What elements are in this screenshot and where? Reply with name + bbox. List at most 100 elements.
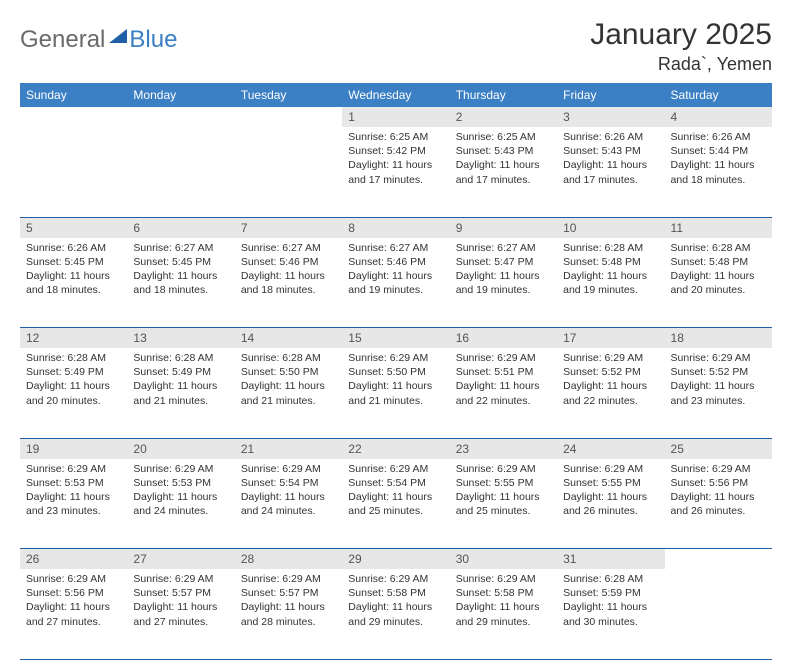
day-number-cell: 8: [342, 217, 449, 238]
daylight-text: Daylight: 11 hours and 17 minutes.: [348, 158, 443, 186]
day-number-cell: 5: [20, 217, 127, 238]
sunset-text: Sunset: 5:46 PM: [241, 255, 336, 269]
sunset-text: Sunset: 5:54 PM: [348, 476, 443, 490]
sunset-text: Sunset: 5:59 PM: [563, 586, 658, 600]
daylight-text: Daylight: 11 hours and 21 minutes.: [348, 379, 443, 407]
day-number-cell: 17: [557, 328, 664, 349]
day-detail-cell: Sunrise: 6:28 AMSunset: 5:49 PMDaylight:…: [127, 348, 234, 438]
day-number-cell: 31: [557, 549, 664, 570]
sunset-text: Sunset: 5:58 PM: [348, 586, 443, 600]
daynum-row: 1234: [20, 107, 772, 127]
sunrise-text: Sunrise: 6:29 AM: [456, 462, 551, 476]
sunrise-text: Sunrise: 6:29 AM: [348, 351, 443, 365]
day-detail-cell: Sunrise: 6:29 AMSunset: 5:54 PMDaylight:…: [235, 459, 342, 549]
sunset-text: Sunset: 5:56 PM: [26, 586, 121, 600]
day-detail-cell: Sunrise: 6:26 AMSunset: 5:45 PMDaylight:…: [20, 238, 127, 328]
daynum-row: 567891011: [20, 217, 772, 238]
day-detail-cell: Sunrise: 6:28 AMSunset: 5:50 PMDaylight:…: [235, 348, 342, 438]
day-number-cell: [127, 107, 234, 127]
day-number-cell: 1: [342, 107, 449, 127]
day-detail-cell: Sunrise: 6:29 AMSunset: 5:55 PMDaylight:…: [450, 459, 557, 549]
weekday-header-row: SundayMondayTuesdayWednesdayThursdayFrid…: [20, 83, 772, 107]
day-number-cell: [665, 549, 772, 570]
weekday-header: Saturday: [665, 83, 772, 107]
day-detail-cell: Sunrise: 6:27 AMSunset: 5:46 PMDaylight:…: [342, 238, 449, 328]
logo-text-general: General: [20, 26, 105, 54]
sunrise-text: Sunrise: 6:28 AM: [241, 351, 336, 365]
sunset-text: Sunset: 5:54 PM: [241, 476, 336, 490]
day-detail-cell: Sunrise: 6:27 AMSunset: 5:47 PMDaylight:…: [450, 238, 557, 328]
daylight-text: Daylight: 11 hours and 17 minutes.: [563, 158, 658, 186]
calendar-page: General Blue January 2025 Rada`, Yemen S…: [0, 0, 792, 670]
daylight-text: Daylight: 11 hours and 28 minutes.: [241, 600, 336, 628]
sunset-text: Sunset: 5:44 PM: [671, 144, 766, 158]
header: General Blue January 2025 Rada`, Yemen: [20, 18, 772, 75]
daylight-text: Daylight: 11 hours and 18 minutes.: [133, 269, 228, 297]
day-number-cell: 25: [665, 438, 772, 459]
sunrise-text: Sunrise: 6:28 AM: [671, 241, 766, 255]
daylight-text: Daylight: 11 hours and 20 minutes.: [671, 269, 766, 297]
day-detail-cell: Sunrise: 6:29 AMSunset: 5:51 PMDaylight:…: [450, 348, 557, 438]
day-detail-cell: Sunrise: 6:29 AMSunset: 5:56 PMDaylight:…: [20, 569, 127, 659]
day-detail-cell: Sunrise: 6:29 AMSunset: 5:56 PMDaylight:…: [665, 459, 772, 549]
sunrise-text: Sunrise: 6:29 AM: [133, 572, 228, 586]
weekday-header: Sunday: [20, 83, 127, 107]
sunset-text: Sunset: 5:56 PM: [671, 476, 766, 490]
day-detail-cell: Sunrise: 6:29 AMSunset: 5:54 PMDaylight:…: [342, 459, 449, 549]
day-detail-cell: Sunrise: 6:29 AMSunset: 5:53 PMDaylight:…: [127, 459, 234, 549]
day-detail-cell: Sunrise: 6:29 AMSunset: 5:55 PMDaylight:…: [557, 459, 664, 549]
sunset-text: Sunset: 5:57 PM: [133, 586, 228, 600]
day-detail-cell: Sunrise: 6:27 AMSunset: 5:46 PMDaylight:…: [235, 238, 342, 328]
daylight-text: Daylight: 11 hours and 23 minutes.: [671, 379, 766, 407]
sunset-text: Sunset: 5:42 PM: [348, 144, 443, 158]
daylight-text: Daylight: 11 hours and 18 minutes.: [241, 269, 336, 297]
day-number-cell: 3: [557, 107, 664, 127]
weekday-header: Monday: [127, 83, 234, 107]
day-number-cell: [235, 107, 342, 127]
daynum-row: 12131415161718: [20, 328, 772, 349]
day-number-cell: 21: [235, 438, 342, 459]
day-detail-cell: Sunrise: 6:25 AMSunset: 5:43 PMDaylight:…: [450, 127, 557, 217]
day-detail-cell: Sunrise: 6:29 AMSunset: 5:50 PMDaylight:…: [342, 348, 449, 438]
daylight-text: Daylight: 11 hours and 18 minutes.: [26, 269, 121, 297]
day-number-cell: 10: [557, 217, 664, 238]
sunset-text: Sunset: 5:50 PM: [348, 365, 443, 379]
day-detail-cell: Sunrise: 6:29 AMSunset: 5:57 PMDaylight:…: [127, 569, 234, 659]
day-number-cell: 9: [450, 217, 557, 238]
sunrise-text: Sunrise: 6:29 AM: [563, 462, 658, 476]
day-number-cell: 11: [665, 217, 772, 238]
sunrise-text: Sunrise: 6:29 AM: [563, 351, 658, 365]
sunset-text: Sunset: 5:48 PM: [563, 255, 658, 269]
detail-row: Sunrise: 6:28 AMSunset: 5:49 PMDaylight:…: [20, 348, 772, 438]
sunset-text: Sunset: 5:55 PM: [456, 476, 551, 490]
weekday-header: Tuesday: [235, 83, 342, 107]
detail-row: Sunrise: 6:25 AMSunset: 5:42 PMDaylight:…: [20, 127, 772, 217]
sunrise-text: Sunrise: 6:26 AM: [671, 130, 766, 144]
sunrise-text: Sunrise: 6:29 AM: [26, 572, 121, 586]
sunset-text: Sunset: 5:46 PM: [348, 255, 443, 269]
day-number-cell: 2: [450, 107, 557, 127]
sunrise-text: Sunrise: 6:27 AM: [241, 241, 336, 255]
sunset-text: Sunset: 5:43 PM: [456, 144, 551, 158]
sunrise-text: Sunrise: 6:28 AM: [133, 351, 228, 365]
daylight-text: Daylight: 11 hours and 20 minutes.: [26, 379, 121, 407]
day-number-cell: 16: [450, 328, 557, 349]
sunrise-text: Sunrise: 6:25 AM: [348, 130, 443, 144]
daylight-text: Daylight: 11 hours and 19 minutes.: [348, 269, 443, 297]
day-number-cell: 23: [450, 438, 557, 459]
day-detail-cell: Sunrise: 6:29 AMSunset: 5:53 PMDaylight:…: [20, 459, 127, 549]
daylight-text: Daylight: 11 hours and 25 minutes.: [456, 490, 551, 518]
day-detail-cell: Sunrise: 6:28 AMSunset: 5:49 PMDaylight:…: [20, 348, 127, 438]
title-block: January 2025 Rada`, Yemen: [590, 18, 772, 75]
day-number-cell: [20, 107, 127, 127]
location: Rada`, Yemen: [590, 54, 772, 75]
day-detail-cell: Sunrise: 6:27 AMSunset: 5:45 PMDaylight:…: [127, 238, 234, 328]
daynum-row: 262728293031: [20, 549, 772, 570]
day-detail-cell: Sunrise: 6:29 AMSunset: 5:52 PMDaylight:…: [557, 348, 664, 438]
daylight-text: Daylight: 11 hours and 27 minutes.: [26, 600, 121, 628]
sunset-text: Sunset: 5:47 PM: [456, 255, 551, 269]
day-detail-cell: Sunrise: 6:26 AMSunset: 5:43 PMDaylight:…: [557, 127, 664, 217]
logo-triangle-icon: [109, 29, 127, 43]
daylight-text: Daylight: 11 hours and 26 minutes.: [563, 490, 658, 518]
daylight-text: Daylight: 11 hours and 24 minutes.: [133, 490, 228, 518]
